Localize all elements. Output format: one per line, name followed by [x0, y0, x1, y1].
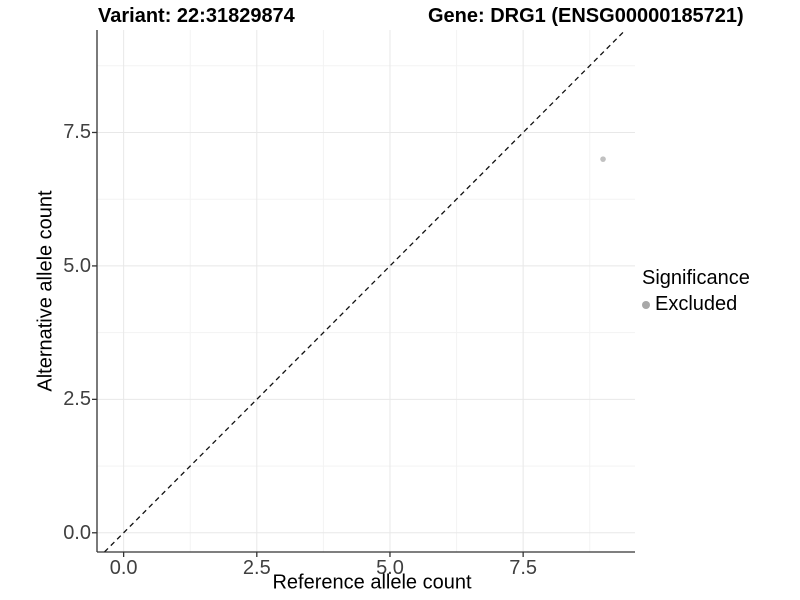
variant-title: Variant: 22:31829874 — [98, 5, 295, 27]
legend-item-label: Excluded — [655, 293, 738, 315]
legend: Significance Excluded — [642, 267, 750, 316]
y-axis-title: Alternative allele count — [34, 190, 57, 392]
gene-title: Gene: DRG1 (ENSG00000185721) — [428, 5, 744, 27]
x-axis-title: Reference allele count — [272, 571, 472, 594]
identity-reference-line — [103, 29, 626, 553]
legend-title: Significance — [642, 267, 750, 289]
data-point — [600, 156, 606, 162]
legend-item-excluded: Excluded — [642, 293, 750, 316]
legend-point-icon — [642, 300, 650, 309]
